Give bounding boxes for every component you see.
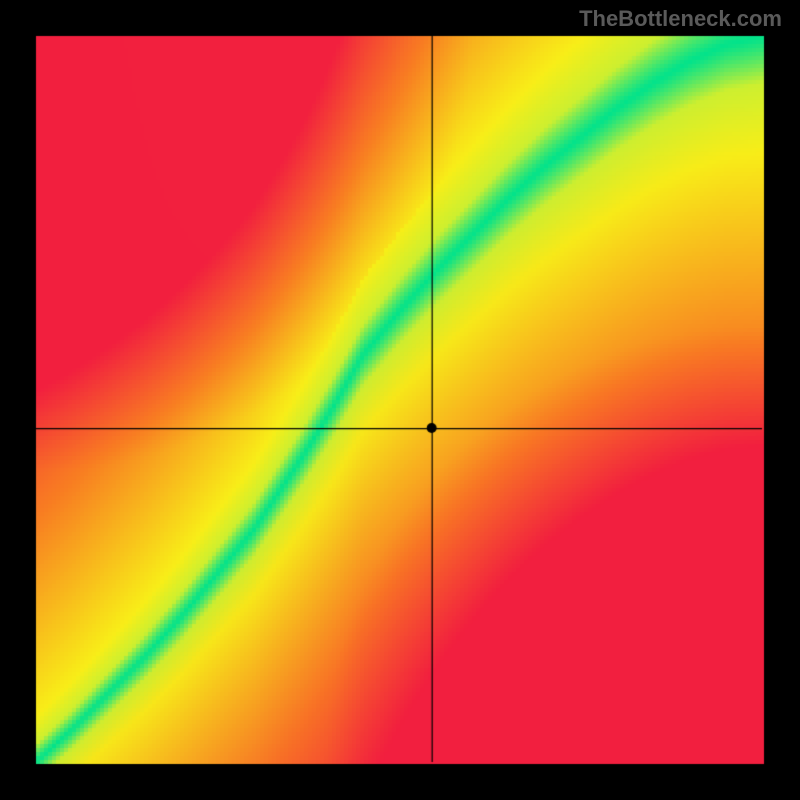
watermark-label: TheBottleneck.com xyxy=(579,6,782,32)
bottleneck-heatmap xyxy=(0,0,800,800)
chart-container: TheBottleneck.com xyxy=(0,0,800,800)
